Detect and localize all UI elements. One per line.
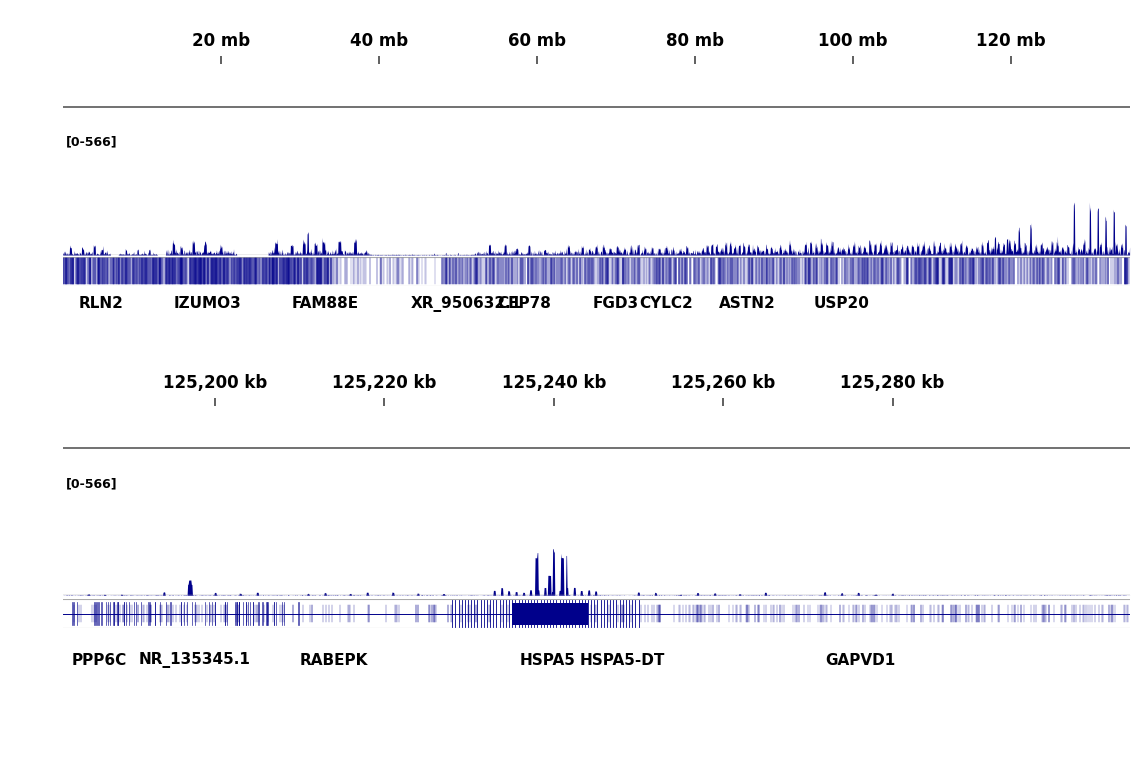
Text: PPP6C: PPP6C — [71, 653, 127, 667]
Text: HSPA5-DT: HSPA5-DT — [580, 653, 664, 667]
Text: XR_950632.1: XR_950632.1 — [411, 296, 521, 312]
Text: RABEPK: RABEPK — [300, 653, 369, 667]
Text: IZUMO3: IZUMO3 — [173, 296, 241, 311]
Bar — [511, 603, 588, 624]
Text: [0-566]: [0-566] — [66, 136, 118, 149]
Text: HSPA5: HSPA5 — [520, 653, 576, 667]
Text: NR_135345.1: NR_135345.1 — [139, 652, 251, 668]
Text: [0-566]: [0-566] — [66, 478, 118, 491]
Text: CEP78: CEP78 — [497, 296, 551, 311]
Text: CYLC2: CYLC2 — [640, 296, 694, 311]
Text: FAM88E: FAM88E — [292, 296, 359, 311]
Text: ASTN2: ASTN2 — [719, 296, 776, 311]
Text: RLN2: RLN2 — [79, 296, 123, 311]
Text: FGD3: FGD3 — [592, 296, 638, 311]
Text: GAPVD1: GAPVD1 — [825, 653, 895, 667]
Text: USP20: USP20 — [814, 296, 869, 311]
